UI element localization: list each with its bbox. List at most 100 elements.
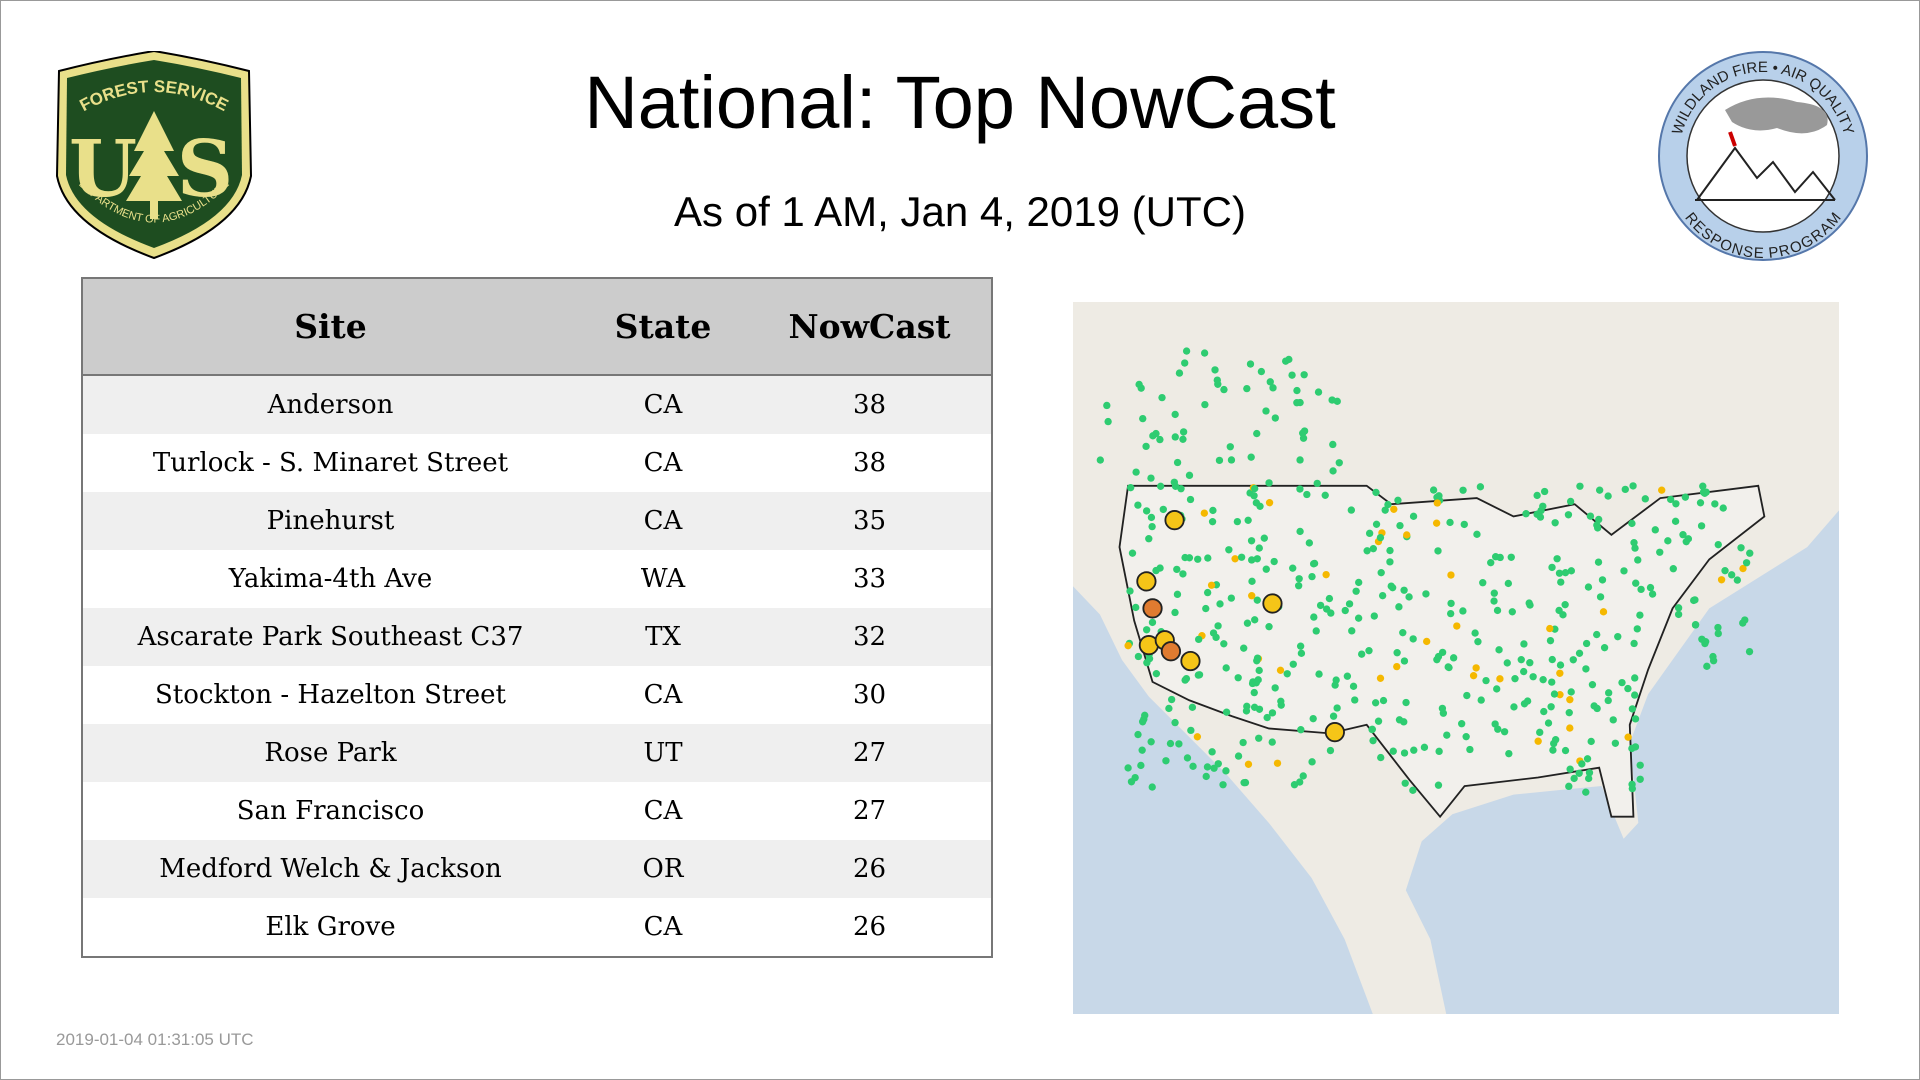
site-marker bbox=[1570, 774, 1578, 783]
site-marker bbox=[1633, 625, 1641, 633]
site-marker bbox=[1329, 712, 1338, 720]
site-marker bbox=[1439, 709, 1448, 717]
table-row: Anderson CA 38 bbox=[82, 375, 992, 434]
site-marker bbox=[1624, 684, 1632, 693]
site-marker bbox=[1147, 738, 1155, 746]
site-marker bbox=[1225, 546, 1233, 554]
site-marker bbox=[1446, 518, 1454, 527]
site-marker bbox=[1173, 590, 1182, 599]
site-marker bbox=[1194, 671, 1203, 679]
site-marker bbox=[1500, 728, 1509, 736]
site-marker bbox=[1138, 746, 1146, 754]
table-cell: 26 bbox=[852, 912, 887, 942]
site-marker bbox=[1459, 486, 1467, 494]
site-marker bbox=[1701, 489, 1709, 497]
site-marker bbox=[1548, 678, 1556, 686]
site-marker bbox=[1240, 778, 1248, 787]
site-marker bbox=[1262, 593, 1283, 614]
site-marker bbox=[1343, 672, 1352, 680]
site-marker bbox=[1242, 707, 1251, 715]
column-header: NowCast bbox=[748, 278, 992, 376]
site-marker bbox=[1586, 512, 1595, 520]
site-marker bbox=[1605, 689, 1613, 697]
site-marker bbox=[1719, 504, 1727, 512]
site-marker bbox=[1733, 576, 1742, 584]
table-cell: Medford Welch & Jackson bbox=[159, 854, 502, 884]
site-marker bbox=[1584, 583, 1593, 591]
site-marker bbox=[1656, 548, 1664, 556]
table-cell: 27 bbox=[852, 738, 887, 768]
site-marker bbox=[1553, 555, 1561, 563]
site-marker bbox=[1297, 726, 1305, 734]
site-marker bbox=[1630, 539, 1638, 547]
site-marker bbox=[1682, 538, 1690, 546]
site-marker bbox=[1173, 565, 1181, 574]
site-marker bbox=[1237, 553, 1246, 561]
site-marker bbox=[1254, 676, 1262, 684]
site-marker bbox=[1160, 641, 1181, 662]
table-header: Site State NowCast bbox=[82, 278, 992, 376]
site-marker bbox=[1409, 512, 1418, 520]
site-marker bbox=[1227, 594, 1236, 602]
table-cell: CA bbox=[643, 680, 683, 710]
site-marker bbox=[1345, 600, 1354, 608]
site-marker bbox=[1208, 518, 1217, 526]
site-marker bbox=[1550, 690, 1559, 698]
site-marker bbox=[1636, 775, 1644, 783]
site-marker bbox=[1674, 610, 1683, 619]
table-cell: OR bbox=[642, 854, 684, 884]
site-marker bbox=[1268, 738, 1276, 746]
site-marker bbox=[1438, 648, 1447, 657]
site-marker bbox=[1463, 691, 1471, 700]
site-marker bbox=[1394, 496, 1402, 504]
site-marker bbox=[1561, 746, 1570, 755]
site-marker bbox=[1410, 746, 1418, 754]
site-marker bbox=[1128, 549, 1137, 557]
site-marker bbox=[1253, 429, 1261, 438]
table-cell: CA bbox=[643, 796, 683, 826]
site-marker bbox=[1314, 388, 1323, 396]
site-marker bbox=[1296, 642, 1305, 650]
site-marker bbox=[1717, 576, 1726, 584]
site-marker bbox=[1714, 623, 1722, 632]
site-marker bbox=[1630, 639, 1638, 648]
site-marker bbox=[1251, 484, 1259, 493]
site-marker bbox=[1283, 670, 1291, 678]
site-marker bbox=[1482, 676, 1490, 685]
site-marker bbox=[1493, 606, 1502, 615]
site-marker bbox=[1400, 749, 1409, 757]
forest-service-logo: FOREST SERVICE DEPARTMENT OF AGRICULTURE… bbox=[55, 51, 253, 259]
site-marker bbox=[1358, 650, 1366, 658]
site-marker bbox=[1429, 486, 1438, 494]
site-marker bbox=[1746, 549, 1754, 557]
site-marker bbox=[1126, 587, 1134, 595]
site-marker bbox=[1517, 655, 1525, 664]
site-marker bbox=[1134, 652, 1143, 661]
site-marker bbox=[1540, 707, 1548, 716]
site-marker bbox=[1739, 564, 1747, 573]
site-marker bbox=[1248, 592, 1256, 600]
site-marker bbox=[1156, 435, 1164, 444]
site-marker bbox=[1216, 600, 1224, 608]
site-marker bbox=[1596, 593, 1605, 601]
site-marker bbox=[1539, 502, 1547, 510]
site-marker bbox=[1399, 629, 1407, 637]
site-marker bbox=[1145, 655, 1154, 663]
subtitle: As of 1 AM, Jan 4, 2019 (UTC) bbox=[674, 188, 1246, 235]
site-marker bbox=[1200, 509, 1209, 517]
site-marker bbox=[1124, 764, 1132, 772]
site-marker bbox=[1595, 486, 1604, 494]
site-marker bbox=[1548, 563, 1556, 572]
site-marker bbox=[1600, 644, 1609, 652]
site-marker bbox=[1253, 555, 1261, 563]
site-marker bbox=[1714, 540, 1722, 549]
site-marker bbox=[1582, 788, 1590, 796]
site-marker bbox=[1368, 725, 1376, 734]
site-marker bbox=[1666, 495, 1675, 504]
site-marker bbox=[1124, 642, 1132, 650]
site-marker bbox=[1561, 569, 1570, 577]
site-marker bbox=[1255, 544, 1263, 552]
site-marker bbox=[1203, 763, 1212, 771]
logo-smoke bbox=[1725, 97, 1828, 134]
